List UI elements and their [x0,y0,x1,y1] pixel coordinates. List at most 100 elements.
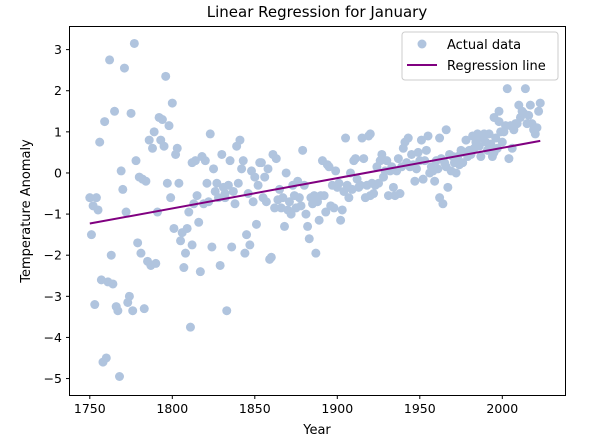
data-point [365,129,375,139]
data-point [331,166,341,176]
data-point [423,131,433,141]
legend-label-regression: Regression line [447,59,546,74]
data-point [336,215,346,225]
data-point [350,154,360,164]
y-tick-label: −4 [44,330,62,345]
data-point [293,176,303,186]
legend-label-actual: Actual data [447,38,521,53]
data-point [212,178,222,188]
data-point [438,199,448,209]
data-point [100,117,110,127]
data-point [525,100,535,110]
data-point [337,205,347,215]
data-point [329,203,339,213]
data-point [139,304,149,314]
data-point [91,193,101,203]
data-point [85,193,95,203]
data-point [119,63,129,73]
data-point [237,164,247,174]
x-tick-label: 1850 [239,401,271,416]
data-point [164,121,174,131]
data-point [334,178,344,188]
legend-marker-actual [417,39,427,49]
data-point [129,38,139,48]
x-tick-label: 1900 [321,401,353,416]
data-point [535,98,545,108]
data-point [474,141,484,151]
data-point [494,106,504,116]
data-point [403,133,413,143]
data-point [159,141,169,151]
data-point [161,71,171,81]
data-point [202,178,212,188]
y-tick-label: −3 [44,289,62,304]
data-point [298,145,308,155]
data-point [185,322,195,332]
data-point [296,201,306,211]
data-point [486,139,496,149]
data-point [172,143,182,153]
x-tick-label: 1750 [74,401,106,416]
data-point [101,353,111,363]
data-point [128,306,138,316]
data-point [314,215,324,225]
data-point [169,223,179,233]
data-point [261,197,271,207]
data-point [321,207,331,217]
data-point [162,178,172,188]
data-point [418,174,428,184]
data-point [412,164,421,174]
data-point [270,203,280,213]
regression-line [89,139,541,225]
data-point [266,252,276,262]
data-point [121,207,131,217]
data-point [319,191,329,201]
data-point [124,291,134,301]
data-point [263,164,273,174]
data-point [484,129,494,139]
data-point [238,156,248,166]
data-point [303,221,313,231]
data-point [344,193,354,203]
data-point [133,238,143,248]
data-point [149,127,159,137]
data-point [491,133,501,143]
data-point [217,149,227,159]
data-point [286,209,296,219]
data-point [115,371,124,381]
data-point [301,209,311,219]
data-point [113,306,123,316]
data-point [251,219,261,229]
legend-box [401,31,559,81]
data-point [86,230,96,240]
data-point [441,125,451,135]
x-axis: 1750 1800 1850 1900 1950 2000 [74,395,518,416]
y-tick-label: −5 [44,371,62,386]
data-point [502,84,512,94]
data-point [451,168,461,178]
data-point [413,147,423,157]
data-point [131,156,141,166]
data-point [166,193,176,203]
data-point [200,156,210,166]
data-point [227,242,237,252]
data-point [395,189,405,199]
data-point [93,205,103,215]
data-point [215,260,225,270]
data-point [311,248,321,258]
x-axis-label: Year [302,423,331,438]
y-axis-label: Temperature Anomaly [19,139,34,284]
data-point [222,306,232,316]
data-point [207,242,217,252]
data-point [248,197,258,207]
data-point [110,106,120,116]
data-point [194,217,204,227]
data-point [187,240,197,250]
data-point [504,154,514,164]
data-point [235,135,245,145]
data-point [489,112,499,122]
data-point [359,154,369,164]
y-tick-label: 3 [54,42,62,57]
data-point [520,84,530,94]
data-point [182,223,192,233]
